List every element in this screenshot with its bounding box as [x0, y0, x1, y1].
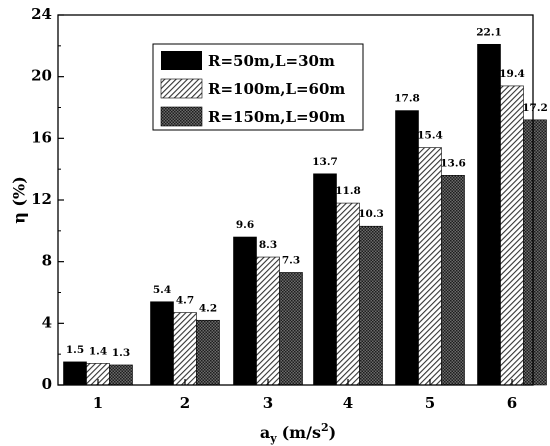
data-label-series-2-cat-4: 11.8 [335, 185, 361, 197]
x-tick-label-6: 6 [507, 394, 517, 412]
data-label-series-3-cat-2: 4.2 [199, 302, 217, 314]
x-axis-title-unit: (m/s [282, 423, 321, 442]
data-label-series-3-cat-6: 17.2 [522, 102, 548, 114]
data-label-series-2-cat-2: 4.7 [176, 295, 194, 307]
bar-series-1-cat-4 [314, 174, 337, 385]
x-tick-label-1: 1 [93, 394, 103, 412]
y-tick-label-4: 4 [42, 313, 52, 331]
bar-series-1-cat-1 [64, 362, 87, 385]
x-tick-label-2: 2 [180, 394, 190, 412]
x-axis-title-subscript: y [269, 432, 277, 445]
data-label-series-1-cat-5: 17.8 [394, 93, 420, 105]
data-label-series-3-cat-3: 7.3 [282, 254, 300, 266]
bar-series-3-cat-1 [110, 365, 133, 385]
bar-series-2-cat-2 [174, 313, 197, 385]
data-label-series-2-cat-5: 15.4 [417, 130, 443, 142]
legend-label-series-2: R=100m,L=60m [208, 80, 345, 98]
legend-swatch-series-1 [161, 51, 202, 70]
data-label-series-1-cat-2: 5.4 [153, 284, 171, 296]
data-label-series-1-cat-1: 1.5 [66, 344, 84, 356]
data-label-series-2-cat-3: 8.3 [259, 239, 277, 251]
y-tick-label-24: 24 [31, 5, 52, 23]
y-tick-label-16: 16 [31, 128, 52, 146]
bar-series-1-cat-5 [396, 111, 419, 385]
bar-series-3-cat-2 [197, 320, 220, 385]
y-axis-title: η (%) [10, 176, 29, 224]
bar-series-3-cat-3 [280, 272, 303, 385]
x-tick-label-5: 5 [425, 394, 435, 412]
x-axis-title-close: ) [329, 423, 337, 442]
legend: R=50m,L=30m R=100m,L=60m R=150m,L=90m [153, 44, 363, 130]
data-label-series-1-cat-3: 9.6 [236, 219, 254, 231]
legend-label-series-3: R=150m,L=90m [208, 108, 345, 126]
y-tick-label-8: 8 [42, 252, 52, 270]
legend-swatch-series-2 [161, 79, 202, 98]
bar-series-3-cat-6 [524, 120, 547, 385]
bar-series-2-cat-4 [337, 203, 360, 385]
bar-series-3-cat-4 [360, 226, 383, 385]
data-label-series-2-cat-1: 1.4 [89, 345, 107, 357]
x-axis-title: ay (m/s2) [260, 421, 336, 445]
data-label-series-2-cat-6: 19.4 [499, 68, 525, 80]
x-axis-title-superscript: 2 [321, 421, 329, 434]
data-label-series-3-cat-5: 13.6 [440, 157, 466, 169]
bar-series-3-cat-5 [442, 175, 465, 385]
bar-series-1-cat-3 [234, 237, 257, 385]
x-tick-label-3: 3 [263, 394, 273, 412]
x-tick-label-4: 4 [343, 394, 353, 412]
bar-series-1-cat-2 [151, 302, 174, 385]
y-tick-label-12: 12 [31, 190, 52, 208]
bar-series-2-cat-3 [257, 257, 280, 385]
data-label-series-3-cat-4: 10.3 [358, 208, 384, 220]
x-axis-title-main: a [260, 423, 270, 442]
data-label-series-3-cat-1: 1.3 [112, 347, 130, 359]
bar-series-2-cat-5 [419, 148, 442, 385]
y-tick-label-0: 0 [42, 375, 52, 393]
legend-label-series-1: R=50m,L=30m [208, 52, 335, 70]
bar-series-2-cat-6 [501, 86, 524, 385]
y-axis: 0 4 8 12 16 20 24 [31, 5, 64, 393]
bar-series-1-cat-6 [478, 44, 501, 385]
data-label-series-1-cat-6: 22.1 [476, 26, 502, 38]
data-label-series-1-cat-4: 13.7 [312, 156, 338, 168]
y-tick-label-20: 20 [31, 67, 52, 85]
legend-swatch-series-3 [161, 107, 202, 126]
